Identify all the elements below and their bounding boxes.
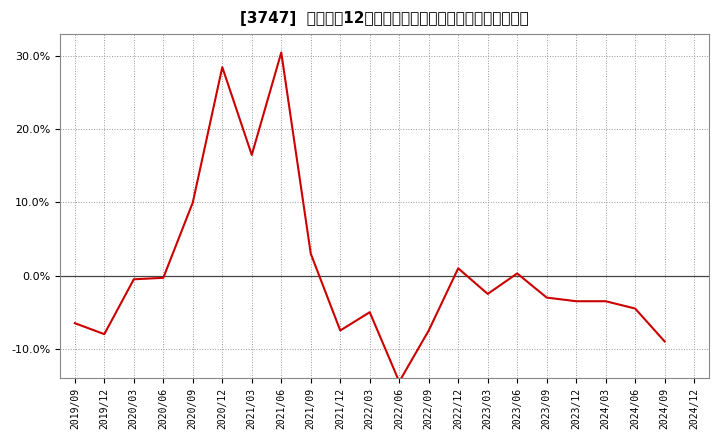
Title: [3747]  売上高の12か月移動合計の対前年同期増減率の推移: [3747] 売上高の12か月移動合計の対前年同期増減率の推移 bbox=[240, 11, 529, 26]
